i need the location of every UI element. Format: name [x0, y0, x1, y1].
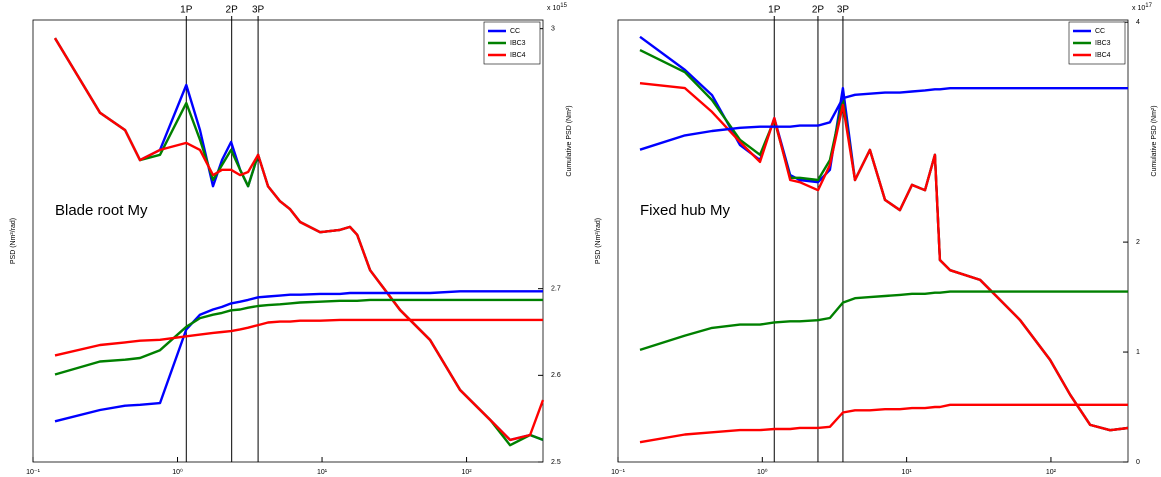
psd-line [639, 82, 1129, 432]
cumulative-line [54, 318, 543, 357]
x-tick-label: 10⁻¹ [611, 469, 625, 476]
y-axis-label: PSD (Nm²/rad) [10, 218, 17, 264]
y2-axis-label: Cumulative PSD (Nm²) [566, 105, 573, 176]
panel-annotation: Blade root My [55, 202, 148, 219]
y2-tick-label: 0 [1136, 459, 1140, 466]
psd-line [639, 49, 1129, 432]
panel-annotation: Fixed hub My [640, 202, 731, 219]
x-tick-label: 10² [1046, 469, 1057, 476]
legend-label: CC [510, 28, 520, 35]
cumulative-line [639, 290, 1128, 352]
harmonic-label: 1P [768, 5, 781, 16]
x-tick-label: 10⁰ [757, 468, 768, 476]
x-tick-label: 10² [461, 469, 472, 476]
x-tick-label: 10⁻¹ [26, 469, 40, 476]
x-tick-label: 10⁰ [172, 468, 183, 476]
y2-multiplier-exponent: 17 [1145, 3, 1152, 9]
legend-label: IBC4 [510, 52, 526, 59]
plot-frame [32, 19, 544, 463]
y2-tick-label: 4 [1136, 19, 1140, 26]
y2-multiplier-base: x 10 [1132, 5, 1145, 12]
harmonic-label: 2P [226, 5, 239, 16]
harmonic-label: 3P [837, 5, 850, 16]
y2-multiplier-exponent: 15 [560, 3, 567, 9]
y2-tick-label: 2.7 [551, 286, 561, 293]
y2-multiplier: x 1015 [547, 3, 568, 12]
y-axis-label: PSD (Nm²/rad) [595, 218, 602, 264]
y2-tick-label: 2 [1136, 239, 1140, 246]
panel: 10⁻¹ 10⁰ 10¹ 10² 0 1 2 4 x 1017 PSD (Nm²/rad) Cumu… [595, 3, 1158, 476]
psd-line [53, 37, 545, 442]
psd-line [53, 37, 544, 442]
psd-line [53, 37, 544, 447]
y2-tick-label: 2.5 [551, 459, 561, 466]
harmonic-label: 1P [180, 5, 193, 16]
x-tick-label: 10¹ [317, 469, 328, 476]
harmonic-label: 3P [252, 5, 265, 16]
cumulative-line [54, 298, 543, 376]
legend-label: IBC3 [510, 40, 526, 47]
y2-axis-label: Cumulative PSD (Nm²) [1151, 105, 1158, 176]
x-tick-label: 10¹ [902, 469, 913, 476]
cumulative-line [639, 403, 1128, 444]
cumulative-line [54, 290, 543, 423]
y2-tick-label: 2.6 [551, 372, 561, 379]
panel: 10⁻¹ 10⁰ 10¹ 10² 2.5 2.6 2.7 3 x 1015 PSD (Nm²/ra… [10, 3, 573, 476]
legend-label: CC [1095, 28, 1105, 35]
harmonic-label: 2P [812, 5, 825, 16]
y2-multiplier: x 1017 [1132, 3, 1153, 12]
cumulative-line [639, 86, 1128, 151]
psd-line [639, 35, 1129, 432]
legend-label: IBC3 [1095, 40, 1111, 47]
legend-label: IBC4 [1095, 52, 1111, 59]
plot-frame [617, 19, 1129, 463]
y2-tick-label: 1 [1136, 349, 1140, 356]
y2-tick-label: 3 [551, 26, 555, 33]
y2-multiplier-base: x 10 [547, 5, 560, 12]
